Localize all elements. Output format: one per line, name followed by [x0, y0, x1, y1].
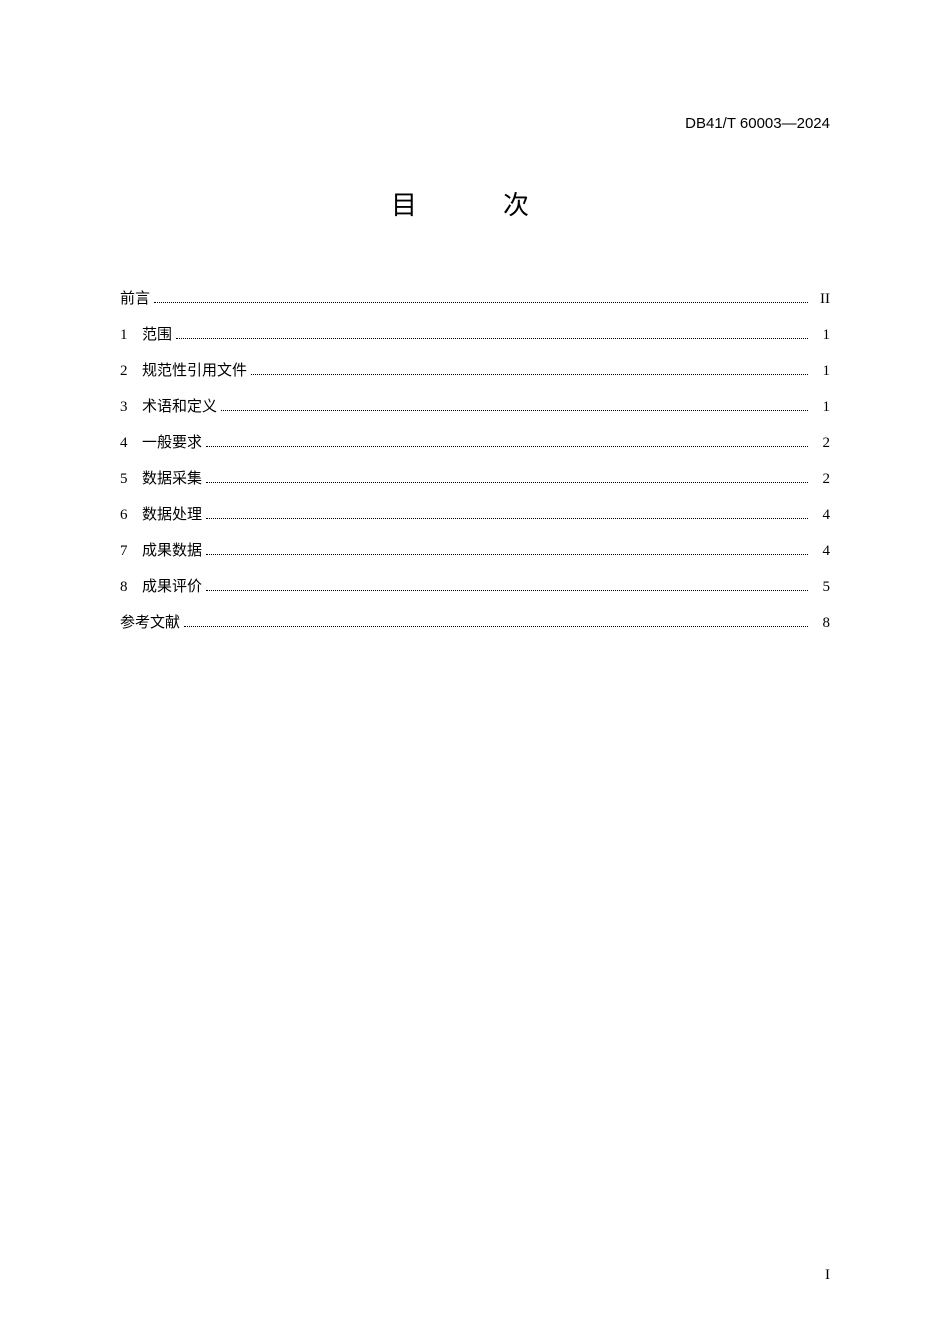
toc-leader-dots [206, 518, 808, 519]
table-of-contents: 前言 II 1 范围 1 2 规范性引用文件 1 3 术语和定义 1 4 一般要… [120, 287, 830, 635]
toc-entry: 前言 II [120, 287, 830, 311]
toc-entry-number: 7 [120, 539, 142, 563]
document-page: DB41/T 60003—2024 目 次 前言 II 1 范围 1 2 规范性… [0, 0, 950, 1344]
toc-entry-label: 范围 [142, 323, 172, 347]
toc-entry-number: 6 [120, 503, 142, 527]
toc-entry-page: 2 [812, 431, 830, 455]
toc-leader-dots [206, 446, 808, 447]
toc-entry: 3 术语和定义 1 [120, 395, 830, 419]
toc-entry-number: 1 [120, 323, 142, 347]
toc-entry: 参考文献 8 [120, 611, 830, 635]
toc-entry-label: 数据采集 [142, 467, 202, 491]
toc-entry-number: 8 [120, 575, 142, 599]
toc-entry-page: 4 [812, 503, 830, 527]
toc-entry: 5 数据采集 2 [120, 467, 830, 491]
toc-entry-number: 3 [120, 395, 142, 419]
toc-entry-label: 前言 [120, 287, 150, 311]
toc-leader-dots [206, 482, 808, 483]
toc-entry: 8 成果评价 5 [120, 575, 830, 599]
toc-leader-dots [206, 554, 808, 555]
toc-entry-page: 1 [812, 323, 830, 347]
toc-entry-label: 参考文献 [120, 611, 180, 635]
toc-entry-page: 2 [812, 467, 830, 491]
page-number: I [825, 1267, 830, 1284]
document-code: DB41/T 60003—2024 [685, 115, 830, 132]
toc-entry: 4 一般要求 2 [120, 431, 830, 455]
toc-leader-dots [176, 338, 808, 339]
toc-entry-page: 4 [812, 539, 830, 563]
toc-entry: 2 规范性引用文件 1 [120, 359, 830, 383]
toc-entry: 1 范围 1 [120, 323, 830, 347]
toc-entry-label: 成果评价 [142, 575, 202, 599]
toc-leader-dots [251, 374, 808, 375]
toc-leader-dots [206, 590, 808, 591]
toc-entry-label: 成果数据 [142, 539, 202, 563]
toc-entry-label: 规范性引用文件 [142, 359, 247, 383]
toc-entry-number: 2 [120, 359, 142, 383]
toc-entry-label: 一般要求 [142, 431, 202, 455]
toc-entry-page: 8 [812, 611, 830, 635]
toc-entry: 7 成果数据 4 [120, 539, 830, 563]
toc-entry-number: 5 [120, 467, 142, 491]
toc-leader-dots [184, 626, 808, 627]
toc-title: 目 次 [120, 185, 830, 222]
toc-entry: 6 数据处理 4 [120, 503, 830, 527]
toc-entry-page: 5 [812, 575, 830, 599]
toc-leader-dots [221, 410, 808, 411]
toc-entry-label: 术语和定义 [142, 395, 217, 419]
toc-entry-page: 1 [812, 395, 830, 419]
toc-entry-label: 数据处理 [142, 503, 202, 527]
toc-entry-number: 4 [120, 431, 142, 455]
toc-leader-dots [154, 302, 808, 303]
toc-entry-page: II [812, 287, 830, 311]
toc-entry-page: 1 [812, 359, 830, 383]
